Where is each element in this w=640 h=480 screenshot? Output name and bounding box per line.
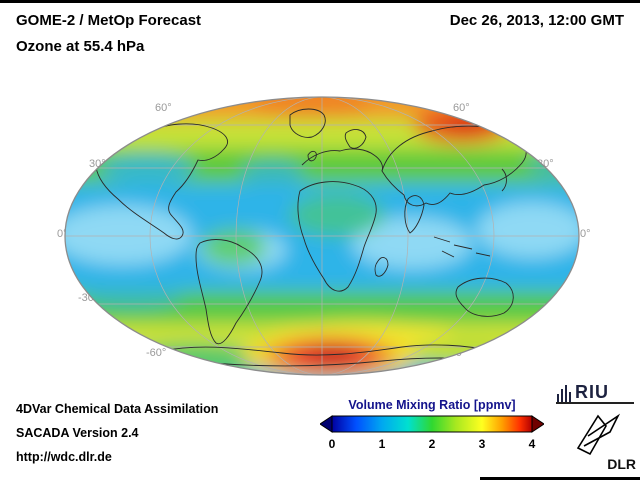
dlr-logo-text: DLR [607, 456, 636, 472]
lat-label-60n-right: 60° [453, 102, 470, 114]
colorbar-left-arrow [319, 415, 333, 433]
colorbar-tick-3: 3 [479, 437, 486, 451]
lat-label-0-left: 0° [57, 228, 68, 240]
colorbar: Volume Mixing Ratio [ppmv] [316, 398, 548, 458]
lat-label-60n-left: 60° [155, 102, 172, 114]
ozone-map [62, 95, 582, 377]
riu-logo-icon [557, 385, 571, 402]
figure-subtitle: Ozone at 55.4 hPa [16, 38, 145, 55]
colorbar-tick-2: 2 [429, 437, 436, 451]
colorbar-title: Volume Mixing Ratio [ppmv] [348, 398, 516, 412]
colorbar-right-arrow [531, 415, 545, 433]
ozone-field [65, 97, 579, 375]
footer-assimilation: 4DVar Chemical Data Assimilation [16, 402, 219, 416]
colorbar-tick-0: 0 [329, 437, 336, 451]
bottom-border [480, 477, 640, 480]
ozone-map-svg [64, 96, 580, 376]
lat-label-0-right: 0° [580, 228, 591, 240]
colorbar-scale: 0 1 2 3 4 [319, 415, 545, 451]
footer-version: SACADA Version 2.4 [16, 426, 139, 440]
figure-title: GOME-2 / MetOp Forecast [16, 12, 202, 29]
forecast-timestamp: Dec 26, 2013, 12:00 GMT [449, 12, 624, 29]
dlr-logo-icon [576, 413, 621, 456]
riu-logo-text: RIU [575, 382, 609, 402]
colorbar-tick-4: 4 [529, 437, 536, 451]
colorbar-tick-1: 1 [379, 437, 386, 451]
dlr-logo: DLR [574, 410, 636, 472]
globe-outline [64, 96, 580, 376]
top-border [0, 0, 640, 3]
footer-url: http://wdc.dlr.de [16, 450, 112, 464]
lat-label-60s-left: -60° [146, 347, 167, 359]
riu-logo: RIU [556, 378, 634, 404]
